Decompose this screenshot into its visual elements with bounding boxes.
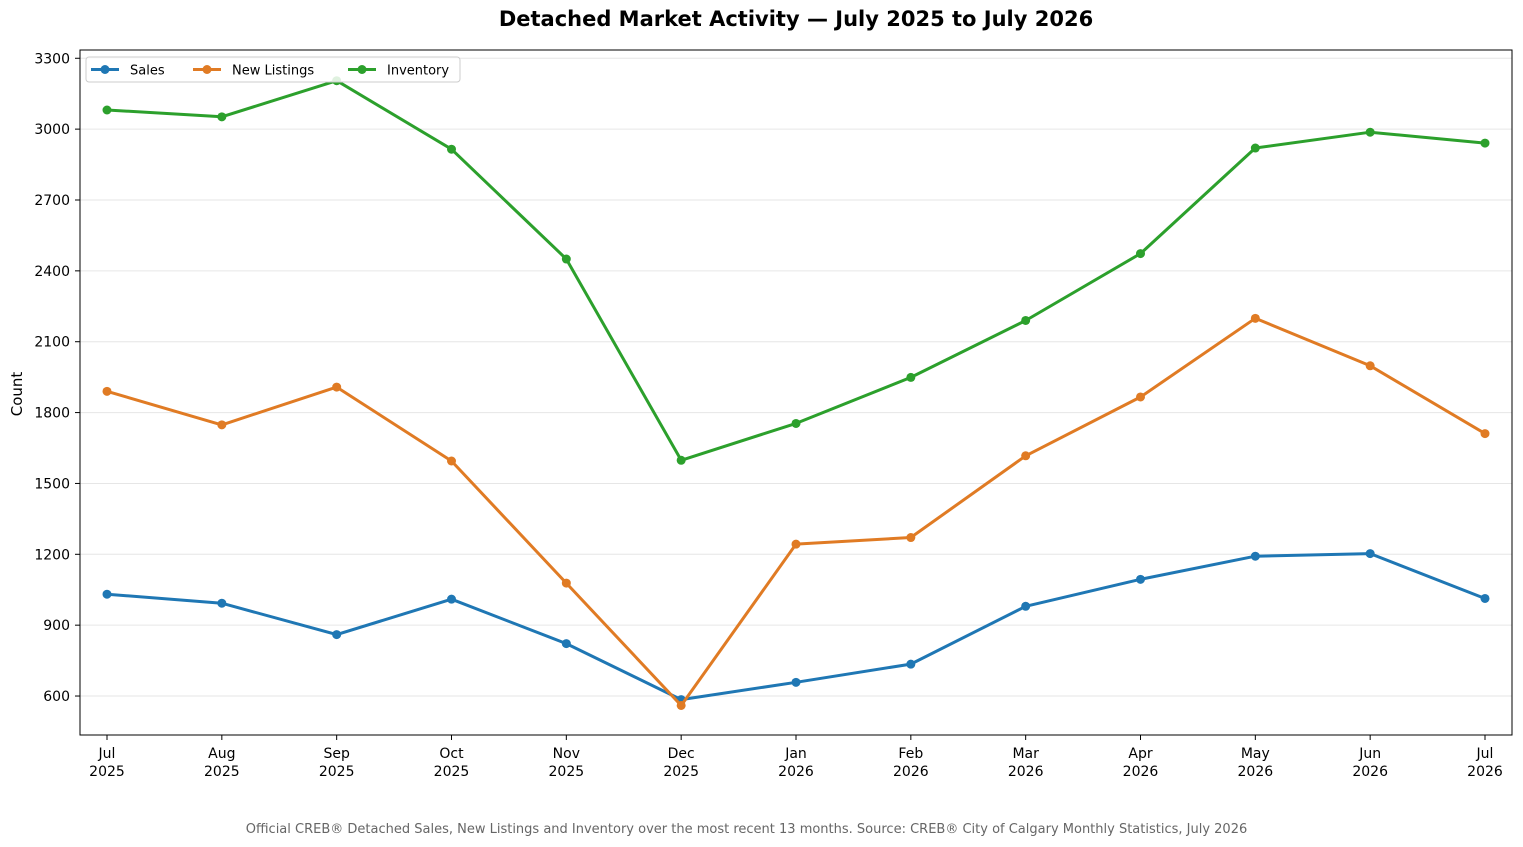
data-point-inventory <box>1250 143 1260 153</box>
x-tick-label: Jan 2026 <box>778 746 814 780</box>
legend-label: Sales <box>130 64 165 79</box>
data-point-inventory <box>217 112 227 122</box>
data-point-inventory <box>791 418 801 428</box>
data-point-new-listings <box>561 578 571 588</box>
data-point-new-listings <box>1480 429 1490 439</box>
legend-label: New Listings <box>232 64 314 79</box>
y-tick-label: 2400 <box>34 264 70 280</box>
data-point-sales <box>1480 593 1490 603</box>
data-point-sales <box>217 598 227 608</box>
data-point-inventory <box>102 105 112 115</box>
series-layer <box>102 76 1490 710</box>
data-point-inventory <box>1136 249 1145 259</box>
data-point-sales <box>1365 549 1375 559</box>
data-point-inventory <box>676 455 686 465</box>
x-tick-label: Mar 2026 <box>1008 746 1044 780</box>
x-tick-label: May 2026 <box>1238 746 1274 780</box>
legend: Sales New Listings Inventory <box>85 56 461 83</box>
data-point-inventory <box>1480 138 1490 148</box>
data-point-new-listings <box>102 386 112 396</box>
plot-area-frame <box>79 49 1513 736</box>
legend-label: Inventory <box>387 64 449 79</box>
gridlines <box>80 57 1512 697</box>
x-tick-label: Oct 2025 <box>434 746 470 780</box>
data-point-inventory <box>447 144 456 154</box>
data-point-new-listings <box>447 456 456 466</box>
x-tick-label: Sep 2025 <box>319 746 355 780</box>
data-point-sales <box>102 589 112 599</box>
x-tick-label: Dec 2025 <box>663 746 699 780</box>
x-tick-label: Aug 2025 <box>204 746 240 780</box>
data-point-inventory <box>1365 127 1375 137</box>
y-tick-label: 900 <box>43 618 70 634</box>
data-point-sales <box>332 630 342 640</box>
legend-marker <box>100 65 110 74</box>
series-line-new-listings <box>106 316 1486 707</box>
data-point-new-listings <box>1365 361 1375 371</box>
data-point-new-listings <box>791 539 801 549</box>
axis-ticks: 600 900 1200 1500 1800 2100 2400 2700 3000 3300 Ju… <box>34 51 1503 780</box>
x-tick-label: Nov 2025 <box>549 746 585 780</box>
y-tick-label: 600 <box>43 689 70 705</box>
legend-box <box>85 56 461 83</box>
legend-marker <box>357 65 367 74</box>
data-point-new-listings <box>906 533 916 543</box>
series-line-sales <box>106 552 1486 702</box>
y-tick-label: 2700 <box>34 193 70 209</box>
data-point-new-listings <box>1021 451 1031 461</box>
x-tick-label: Feb 2026 <box>893 746 929 780</box>
y-tick-label: 1500 <box>34 476 70 492</box>
data-point-inventory <box>1021 315 1031 325</box>
data-point-new-listings <box>676 700 686 710</box>
data-point-sales <box>447 594 456 604</box>
y-tick-label: 3000 <box>34 122 70 138</box>
data-point-sales <box>906 659 916 669</box>
x-tick-label: Jul 2025 <box>89 746 125 780</box>
y-tick-label: 3300 <box>34 51 70 67</box>
x-tick-label: Jun 2026 <box>1352 746 1388 780</box>
data-point-sales <box>1136 574 1145 584</box>
data-point-new-listings <box>217 420 227 430</box>
data-point-new-listings <box>1250 313 1260 323</box>
chart-title: Detached Market Activity — July 2025 to … <box>499 7 1093 31</box>
data-point-sales <box>1021 601 1031 611</box>
y-tick-label: 1800 <box>34 406 70 422</box>
y-tick-label: 2100 <box>34 335 70 351</box>
y-tick-label: 1200 <box>34 547 70 563</box>
data-point-new-listings <box>1136 392 1145 402</box>
y-axis-label: Count <box>8 372 26 417</box>
legend-marker <box>202 65 212 74</box>
data-point-inventory <box>906 372 916 382</box>
data-point-inventory <box>561 254 571 264</box>
x-tick-label: Apr 2026 <box>1123 746 1159 780</box>
chart-caption: Official CREB® Detached Sales, New Listi… <box>245 822 1248 837</box>
data-point-sales <box>791 677 801 687</box>
x-tick-label: Jul 2026 <box>1467 746 1503 780</box>
data-point-new-listings <box>332 382 342 392</box>
data-point-sales <box>1250 551 1260 561</box>
data-point-sales <box>561 639 571 649</box>
